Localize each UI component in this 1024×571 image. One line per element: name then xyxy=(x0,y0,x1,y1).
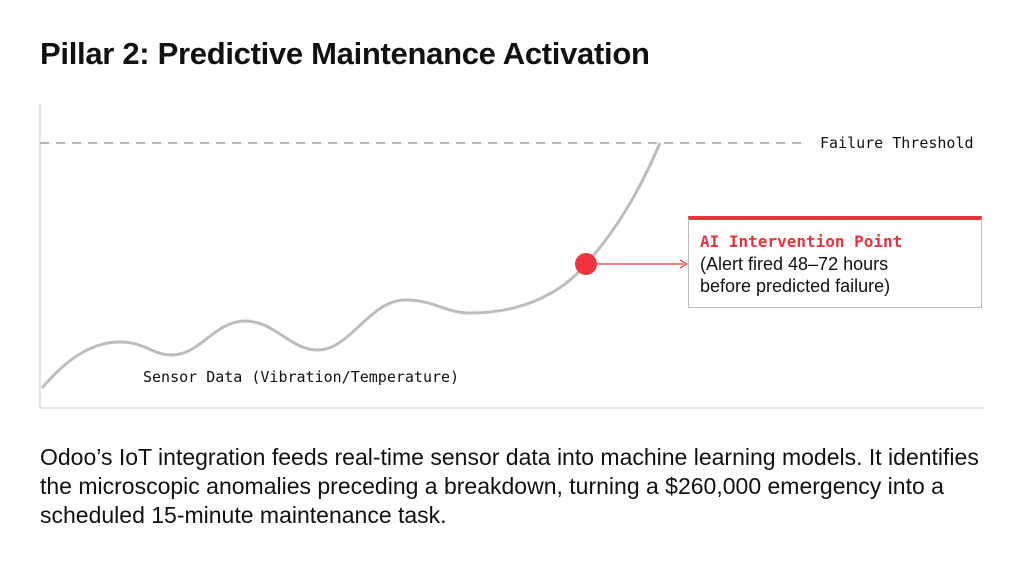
slide-title: Pillar 2: Predictive Maintenance Activat… xyxy=(40,36,650,71)
intervention-point-marker xyxy=(575,253,597,275)
slide-description: Odoo’s IoT integration feeds real-time s… xyxy=(40,444,979,528)
callout-body: (Alert fired 48–72 hours before predicte… xyxy=(700,254,891,296)
arrowhead-icon xyxy=(679,259,689,269)
sensor-data-curve xyxy=(40,142,662,389)
intervention-callout: AI Intervention Point (Alert fired 48–72… xyxy=(688,216,982,308)
callout-title: AI Intervention Point xyxy=(700,232,903,251)
failure-threshold-label: Failure Threshold xyxy=(820,134,974,152)
sensor-data-label: Sensor Data (Vibration/Temperature) xyxy=(143,368,460,386)
